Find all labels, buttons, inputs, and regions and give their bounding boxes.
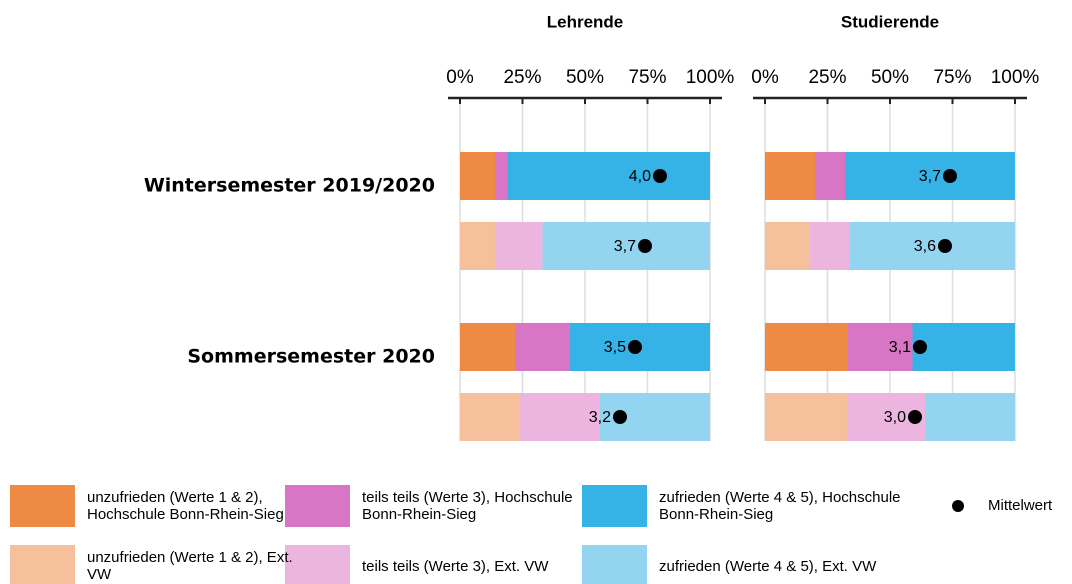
bar-segment: [850, 222, 1015, 270]
mean-label: 4,0: [629, 168, 651, 185]
x-tick-label: 75%: [628, 67, 666, 88]
x-tick-label: 75%: [933, 67, 971, 88]
x-tick-label: 100%: [686, 67, 735, 88]
mean-label: 3,5: [604, 339, 626, 356]
mean-label: 3,6: [914, 238, 936, 255]
legend-swatch: [582, 545, 647, 584]
row-label: Wintersemester 2019/2020: [144, 175, 435, 197]
mean-label: 3,1: [889, 339, 911, 356]
panel-title: Lehrende: [547, 12, 624, 31]
mean-label: 3,0: [884, 409, 906, 426]
mean-dot: [943, 169, 957, 183]
bar-segment: [765, 393, 848, 441]
bar-segment: [495, 152, 508, 200]
bar-segment: [515, 323, 570, 371]
legend-mean-dot: [952, 500, 964, 512]
mean-label: 3,2: [589, 409, 611, 426]
bar-segment: [810, 222, 850, 270]
mean-dot: [908, 410, 922, 424]
bar-segment: [542, 222, 710, 270]
legend-label: teils teils (Werte 3), Ext. VW: [362, 557, 549, 575]
x-tick-label: 0%: [751, 67, 779, 88]
legend-swatch: [10, 545, 75, 584]
legend-label: unzufrieden (Werte 1 & 2), Hochschule Bo…: [87, 489, 284, 523]
bar-segment: [460, 152, 495, 200]
bar-segment: [460, 393, 520, 441]
mean-dot: [628, 340, 642, 354]
mean-dot: [638, 239, 652, 253]
bar-segment: [925, 393, 1015, 441]
mean-dot: [653, 169, 667, 183]
legend-label: zufrieden (Werte 4 & 5), Hochschule Bonn…: [659, 489, 901, 523]
bar-segment: [815, 152, 845, 200]
panel-title: Studierende: [841, 12, 939, 31]
bar-segment: [460, 323, 515, 371]
x-tick-label: 50%: [566, 67, 604, 88]
mean-label: 3,7: [614, 238, 636, 255]
x-tick-label: 100%: [991, 67, 1040, 88]
legend-swatch: [10, 485, 75, 527]
bar-segment: [520, 393, 600, 441]
legend-label: zufrieden (Werte 4 & 5), Ext. VW: [659, 557, 877, 575]
bar-segment: [765, 152, 815, 200]
bar-segment: [507, 152, 710, 200]
row-label: Sommersemester 2020: [187, 346, 435, 368]
bar-segment: [847, 323, 913, 371]
legend-swatch: [285, 545, 350, 584]
bar-segment: [765, 323, 848, 371]
bar-segment: [460, 222, 495, 270]
mean-dot: [913, 340, 927, 354]
x-tick-label: 25%: [808, 67, 846, 88]
bar-segment: [765, 222, 810, 270]
legend-swatch: [285, 485, 350, 527]
bar-segment: [495, 222, 543, 270]
legend-label: teils teils (Werte 3), Hochschule Bonn-R…: [362, 489, 573, 523]
legend-label: Mittelwert: [988, 497, 1053, 514]
legend-label: unzufrieden (Werte 1 & 2), Ext. VW: [87, 549, 293, 583]
bar-segment: [845, 152, 1015, 200]
mean-label: 3,7: [919, 168, 941, 185]
mean-dot: [613, 410, 627, 424]
x-tick-label: 0%: [446, 67, 474, 88]
legend-swatch: [582, 485, 647, 527]
bar-segment: [912, 323, 1015, 371]
mean-dot: [938, 239, 952, 253]
x-tick-label: 50%: [871, 67, 909, 88]
x-tick-label: 25%: [503, 67, 541, 88]
